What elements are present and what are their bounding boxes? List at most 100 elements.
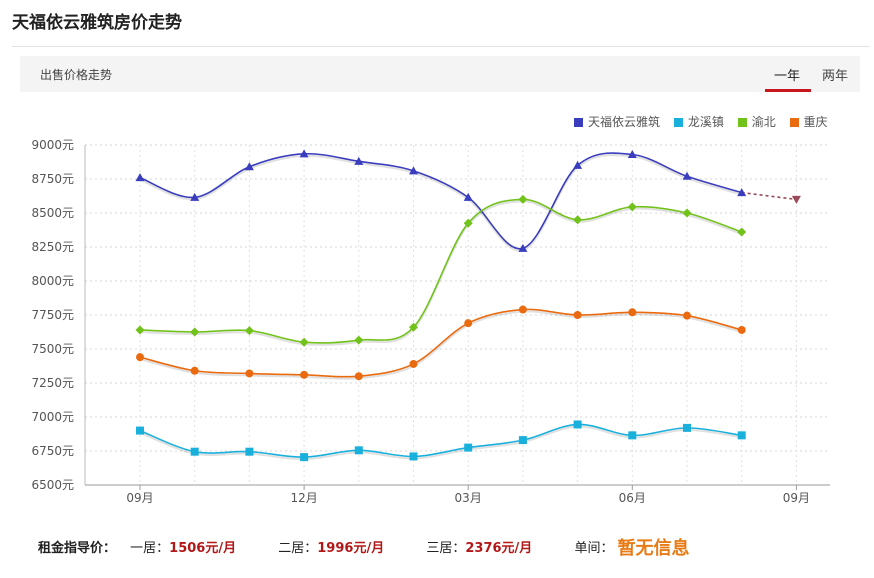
x-tick-label: 12月 xyxy=(290,491,317,505)
rent-three-bedroom: 三居：2376元/月 xyxy=(426,537,532,556)
legend-item-series-1[interactable]: 龙溪镇 xyxy=(673,113,724,130)
legend-label-series-1: 龙溪镇 xyxy=(687,115,724,129)
y-tick-label: 7000元 xyxy=(31,410,74,424)
rent-three-bedroom-value: 2376元/月 xyxy=(465,541,533,556)
page-title: 天福依云雅筑房价走势 xyxy=(12,13,182,33)
y-tick-label: 6750元 xyxy=(31,444,74,458)
series-line-2 xyxy=(139,198,742,344)
series-point-0 xyxy=(409,166,418,175)
rent-two-bedroom: 二居：1996元/月 xyxy=(278,537,384,556)
legend-item-series-0[interactable]: 天福依云雅筑 xyxy=(574,113,660,130)
tab-one-year[interactable]: 一年 xyxy=(774,69,801,84)
series-line-shadow-0 xyxy=(139,154,742,252)
series-forecast-line-0 xyxy=(741,191,797,201)
series-point-2 xyxy=(627,202,637,212)
series-point-0 xyxy=(518,243,528,252)
rent-two-bedroom-label: 二居： xyxy=(278,541,318,556)
series-point-2 xyxy=(135,325,145,335)
legend-swatch-series-2 xyxy=(737,118,747,127)
series-line-shadow-1 xyxy=(139,425,742,461)
series-point-2 xyxy=(354,335,364,345)
legend-item-series-3[interactable]: 重庆 xyxy=(789,113,828,130)
y-tick-label: 7750元 xyxy=(31,308,74,322)
series-point-2 xyxy=(518,194,528,204)
series-forecast-point-0 xyxy=(791,195,801,204)
rent-two-bedroom-value: 1996元/月 xyxy=(317,541,385,556)
series-point-2 xyxy=(299,337,309,347)
series-point-1 xyxy=(573,420,582,429)
y-tick-label: 7250元 xyxy=(31,376,74,390)
series-line-1 xyxy=(139,423,742,458)
series-point-0 xyxy=(463,192,473,201)
series-point-3 xyxy=(573,311,582,319)
price-trend-tabbar: 出售价格走势 一年 两年 xyxy=(20,56,860,92)
series-point-3 xyxy=(409,359,418,368)
rent-single-room-label: 单间： xyxy=(574,541,614,556)
x-tick-label: 06月 xyxy=(619,491,646,505)
series-point-2 xyxy=(737,227,747,237)
legend-label-series-2: 渝北 xyxy=(751,115,776,129)
series-point-1 xyxy=(464,443,473,452)
series-point-1 xyxy=(409,452,418,461)
series-point-3 xyxy=(300,370,309,379)
legend-item-series-2[interactable]: 渝北 xyxy=(737,113,776,130)
series-point-2 xyxy=(573,215,583,225)
tab-two-years[interactable]: 两年 xyxy=(822,69,849,84)
chart-legend: 天福依云雅筑 龙溪镇 渝北 重庆 xyxy=(574,113,838,130)
series-point-1 xyxy=(136,426,144,435)
series-point-0 xyxy=(682,171,692,180)
series-point-0 xyxy=(737,188,747,197)
legend-swatch-series-3 xyxy=(789,118,799,127)
series-point-0 xyxy=(190,192,200,201)
series-point-1 xyxy=(190,447,199,456)
x-tick-label: 09月 xyxy=(126,491,153,505)
series-point-3 xyxy=(464,319,473,328)
series-point-3 xyxy=(737,325,746,334)
series-point-1 xyxy=(300,453,309,462)
series-point-1 xyxy=(354,446,363,455)
series-point-1 xyxy=(683,423,691,432)
series-point-2 xyxy=(682,208,692,218)
series-line-shadow-3 xyxy=(139,310,742,380)
rent-guide-label: 租金指导价： xyxy=(38,541,117,556)
rent-single-room-value: 暂无信息 xyxy=(617,538,690,559)
y-tick-label: 7500元 xyxy=(31,342,74,356)
rent-one-bedroom: 一居：1506元/月 xyxy=(130,537,236,556)
series-point-0 xyxy=(244,162,254,171)
legend-label-series-0: 天福依云雅筑 xyxy=(588,115,661,129)
series-point-3 xyxy=(628,308,637,317)
series-line-3 xyxy=(139,308,742,378)
series-point-2 xyxy=(409,322,418,332)
x-tick-label: 03月 xyxy=(455,491,482,505)
legend-swatch-series-1 xyxy=(673,118,683,127)
series-point-0 xyxy=(354,156,364,165)
series-line-shadow-2 xyxy=(139,200,743,346)
series-point-2 xyxy=(244,326,254,336)
title-divider xyxy=(12,46,870,47)
y-tick-label: 6500元 xyxy=(31,478,74,492)
series-point-2 xyxy=(190,327,200,337)
series-point-3 xyxy=(683,311,691,320)
rent-three-bedroom-label: 三居： xyxy=(426,541,466,556)
rent-one-bedroom-value: 1506元/月 xyxy=(169,541,237,556)
series-point-1 xyxy=(628,431,637,440)
series-point-2 xyxy=(463,218,473,228)
legend-swatch-series-0 xyxy=(574,118,583,127)
y-tick-label: 8250元 xyxy=(31,240,74,254)
series-point-0 xyxy=(135,173,145,182)
x-tick-label: 09月 xyxy=(783,491,810,505)
rent-single-room: 单间： 暂无信息 xyxy=(574,534,689,560)
legend-label-series-3: 重庆 xyxy=(803,115,828,129)
series-point-0 xyxy=(627,150,637,159)
y-tick-label: 8000元 xyxy=(31,274,74,288)
rent-guide: 租金指导价： 一居：1506元/月 二居：1996元/月 三居：2376元/月 … xyxy=(38,534,727,560)
series-line-0 xyxy=(139,152,742,250)
series-point-3 xyxy=(245,369,254,378)
series-point-0 xyxy=(299,149,309,158)
rent-one-bedroom-label: 一居： xyxy=(130,541,170,556)
series-point-3 xyxy=(354,372,363,381)
series-point-3 xyxy=(190,366,199,375)
y-tick-label: 9000元 xyxy=(31,138,74,152)
series-point-1 xyxy=(245,447,254,456)
